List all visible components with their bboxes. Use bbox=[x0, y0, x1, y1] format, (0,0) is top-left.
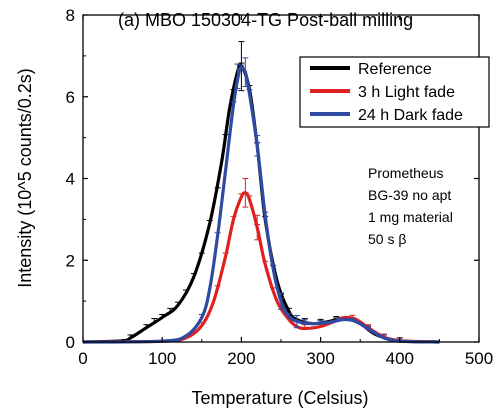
x-tick-label: 0 bbox=[78, 349, 87, 368]
note-line-1: Prometheus bbox=[368, 165, 443, 181]
note-line-3: 1 mg material bbox=[368, 209, 453, 225]
x-tick-label: 100 bbox=[148, 349, 176, 368]
y-tick-label: 8 bbox=[66, 6, 75, 25]
x-tick-label: 400 bbox=[386, 349, 414, 368]
y-tick-label: 0 bbox=[66, 333, 75, 352]
y-tick-label: 4 bbox=[66, 170, 75, 189]
series-layer bbox=[82, 41, 440, 344]
axes-layer: 0 100 200 300 400 500 0 2 4 6 8 bbox=[66, 6, 494, 368]
series-24-h-dark-fade bbox=[82, 57, 440, 344]
y-tick-label: 2 bbox=[66, 251, 75, 270]
y-axis-title: Intensity (10^5 counts/0.2s) bbox=[15, 68, 35, 288]
legend-label-reference: Reference bbox=[358, 61, 432, 78]
y-tick-label: 6 bbox=[66, 88, 75, 107]
x-tick-label: 200 bbox=[227, 349, 255, 368]
measurement-note: Prometheus BG-39 no apt 1 mg material 50… bbox=[368, 165, 453, 247]
legend-label-24h-dark-fade: 24 h Dark fade bbox=[358, 107, 463, 124]
legend: Reference 3 h Light fade 24 h Dark fade bbox=[299, 56, 490, 128]
series-line-3-h-light-fade bbox=[82, 191, 440, 344]
series-3-h-light-fade bbox=[82, 178, 440, 344]
x-axis-title: Temperature (Celsius) bbox=[191, 388, 368, 408]
note-line-2: BG-39 no apt bbox=[368, 187, 451, 203]
chart-title: (a) MBO 150304-TG Post-ball milling bbox=[118, 10, 413, 30]
series-line-24-h-dark-fade bbox=[82, 66, 440, 344]
legend-label-3h-light-fade: 3 h Light fade bbox=[358, 84, 455, 101]
x-tick-label: 500 bbox=[465, 349, 493, 368]
note-line-4: 50 s β bbox=[368, 231, 406, 247]
x-tick-label: 300 bbox=[306, 349, 334, 368]
